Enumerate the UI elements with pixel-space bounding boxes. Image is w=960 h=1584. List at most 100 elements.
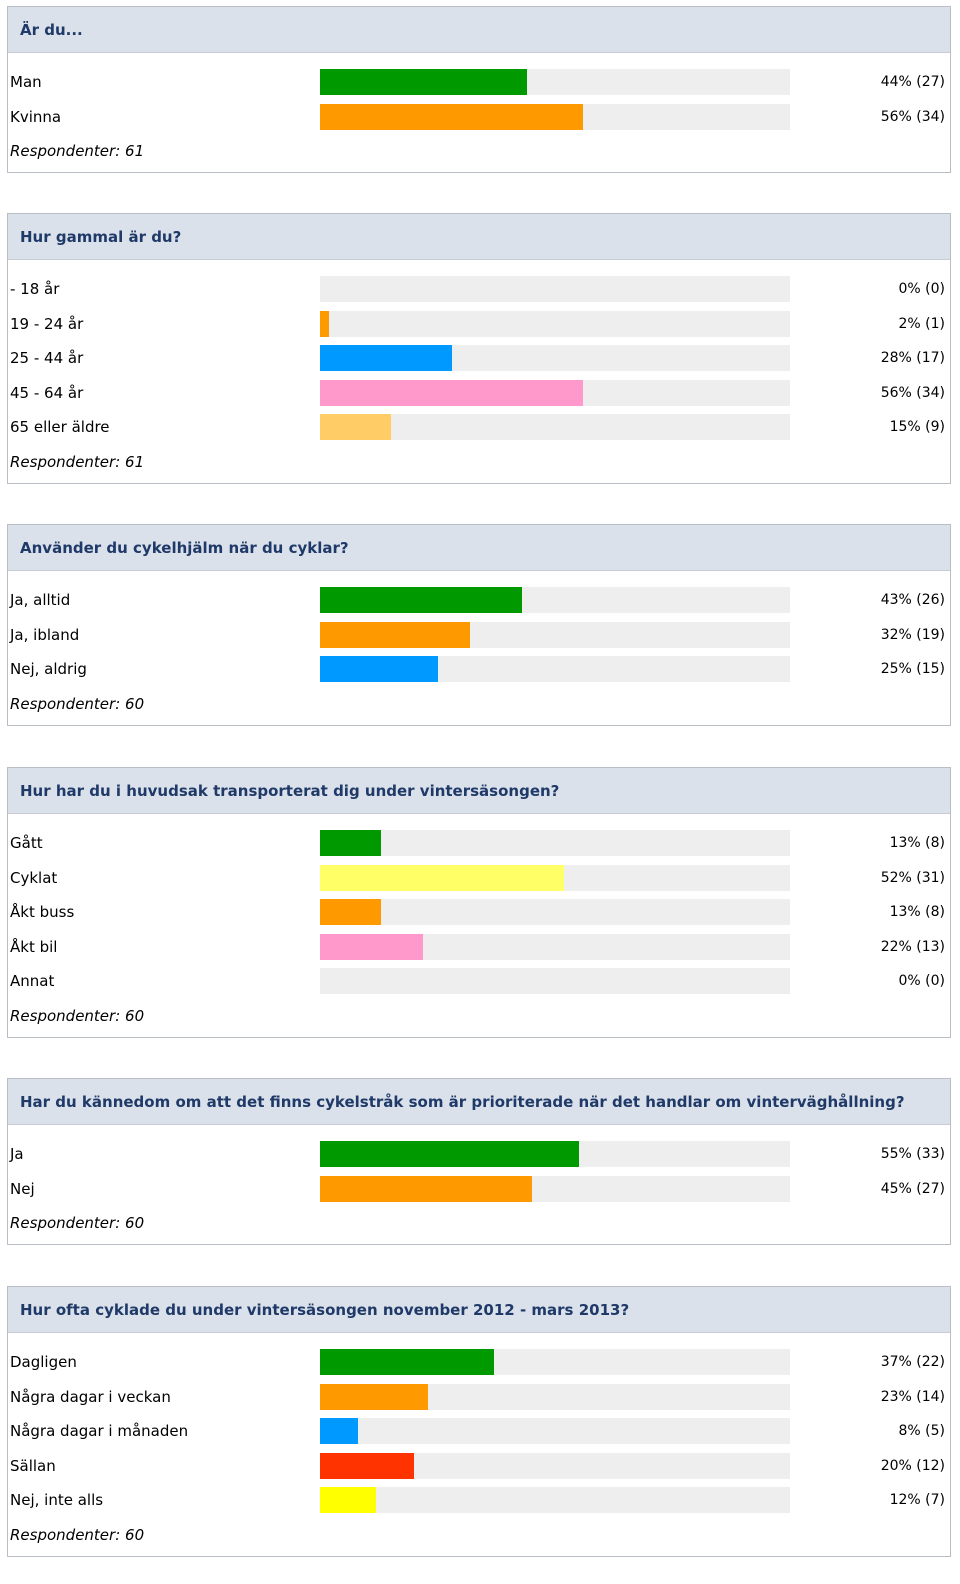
data-label: 8% (5) bbox=[898, 1423, 946, 1440]
data-label: 20% (12) bbox=[880, 1457, 945, 1474]
answer-row: Sällan 20% (12) bbox=[8, 1452, 950, 1479]
answer-row: Ja 55% (33) bbox=[8, 1141, 950, 1167]
bar-track bbox=[320, 830, 790, 856]
bar bbox=[320, 864, 564, 891]
bar bbox=[320, 830, 381, 856]
answer-row: Gått 13% (8) bbox=[8, 830, 950, 856]
bar-track bbox=[320, 276, 790, 302]
bar-track bbox=[320, 899, 790, 926]
question-title: Har du kännedom om att det finns cykelst… bbox=[8, 1079, 950, 1125]
bar bbox=[320, 587, 522, 613]
answer-row: Åkt buss 13% (8) bbox=[8, 899, 950, 926]
bar-track bbox=[320, 1487, 790, 1514]
answer-row: Nej 45% (27) bbox=[8, 1175, 950, 1202]
answer-label: Nej bbox=[10, 1179, 35, 1198]
bar bbox=[320, 1175, 532, 1202]
answer-label: Ja, ibland bbox=[10, 625, 80, 644]
bar bbox=[320, 414, 391, 441]
answer-label: Ja bbox=[10, 1145, 24, 1163]
respondents-count: Respondenter: 60 bbox=[10, 1526, 145, 1544]
answer-label: Några dagar i veckan bbox=[10, 1387, 171, 1406]
answer-row: Cyklat 52% (31) bbox=[8, 864, 950, 891]
data-label: 32% (19) bbox=[880, 626, 945, 643]
answer-row: Några dagar i månaden 8% (5) bbox=[8, 1418, 950, 1445]
respondents-count: Respondenter: 61 bbox=[10, 453, 145, 471]
data-label: 0% (0) bbox=[898, 281, 946, 297]
data-label: 0% (0) bbox=[898, 973, 946, 990]
answer-label: Ja, alltid bbox=[10, 591, 71, 609]
data-label: 56% (34) bbox=[880, 384, 945, 401]
bar bbox=[320, 69, 527, 95]
answer-row: 25 - 44 år 28% (17) bbox=[8, 345, 950, 372]
answer-label: Annat bbox=[10, 972, 55, 991]
data-label: 56% (34) bbox=[880, 108, 945, 125]
question-panel: Har du kännedom om att det finns cykelst… bbox=[7, 1078, 951, 1246]
bar-track bbox=[320, 587, 790, 613]
bar bbox=[320, 103, 583, 130]
bar-track bbox=[320, 103, 790, 130]
answer-label: 45 - 64 år bbox=[10, 383, 84, 402]
data-label: 23% (14) bbox=[880, 1388, 945, 1405]
answer-label: Nej, inte alls bbox=[10, 1491, 104, 1510]
answer-row: 65 eller äldre 15% (9) bbox=[8, 414, 950, 441]
bar-track bbox=[320, 933, 790, 960]
bar bbox=[320, 1349, 494, 1375]
bar bbox=[320, 621, 470, 648]
data-label: 43% (26) bbox=[880, 592, 945, 608]
answer-row: 19 - 24 år 2% (1) bbox=[8, 310, 950, 337]
question-panel: Hur har du i huvudsak transporterat dig … bbox=[7, 767, 951, 1038]
bar bbox=[320, 345, 452, 372]
respondents-count: Respondenter: 61 bbox=[10, 142, 145, 161]
data-label: 37% (22) bbox=[880, 1354, 945, 1370]
bar-track bbox=[320, 1452, 790, 1479]
answer-label: Cyklat bbox=[10, 868, 58, 887]
bar bbox=[320, 1452, 414, 1479]
question-panel: Är du... Man 44% (27) Kvinna 56% (34) Respond… bbox=[7, 6, 951, 174]
question-title: Är du... bbox=[8, 7, 950, 53]
answer-row: Kvinna 56% (34) bbox=[8, 103, 950, 130]
data-label: 12% (7) bbox=[889, 1492, 945, 1509]
bar-track bbox=[320, 621, 790, 648]
answer-label: Sällan bbox=[10, 1456, 56, 1475]
answer-row: Man 44% (27) bbox=[8, 69, 950, 95]
question-title: Hur har du i huvudsak transporterat dig … bbox=[8, 768, 950, 814]
answer-row: 45 - 64 år 56% (34) bbox=[8, 379, 950, 406]
data-label: 13% (8) bbox=[889, 904, 945, 921]
bar bbox=[320, 1383, 428, 1410]
bar-track bbox=[320, 1418, 790, 1445]
answer-label: - 18 år bbox=[10, 280, 60, 298]
bar-track bbox=[320, 1141, 790, 1167]
answer-label: 25 - 44 år bbox=[10, 349, 84, 368]
answer-label: Gått bbox=[10, 834, 43, 852]
answer-label: Kvinna bbox=[10, 107, 62, 126]
data-label: 25% (15) bbox=[880, 661, 945, 678]
answer-row: - 18 år 0% (0) bbox=[8, 276, 950, 302]
answer-label: Några dagar i månaden bbox=[10, 1422, 189, 1441]
answer-label: Dagligen bbox=[10, 1353, 77, 1371]
answer-label: Åkt bil bbox=[10, 937, 58, 956]
bar-track bbox=[320, 1383, 790, 1410]
bar bbox=[320, 1141, 579, 1167]
answer-row: Annat 0% (0) bbox=[8, 968, 950, 995]
respondents-count: Respondenter: 60 bbox=[10, 1214, 145, 1233]
bar-track bbox=[320, 69, 790, 95]
answer-row: Några dagar i veckan 23% (14) bbox=[8, 1383, 950, 1410]
data-label: 45% (27) bbox=[880, 1180, 945, 1197]
bar bbox=[320, 1418, 358, 1445]
question-title: Hur gammal är du? bbox=[8, 214, 950, 260]
bar-track bbox=[320, 310, 790, 337]
respondents-count: Respondenter: 60 bbox=[10, 1007, 145, 1025]
answer-label: Nej, aldrig bbox=[10, 660, 87, 679]
question-title: Använder du cykelhjälm när du cyklar? bbox=[8, 525, 950, 571]
data-label: 15% (9) bbox=[889, 419, 945, 436]
answer-row: Åkt bil 22% (13) bbox=[8, 933, 950, 960]
data-label: 55% (33) bbox=[880, 1146, 945, 1162]
bar-track bbox=[320, 656, 790, 683]
data-label: 52% (31) bbox=[880, 869, 945, 886]
bar-track bbox=[320, 379, 790, 406]
question-panel: Hur gammal är du? - 18 år 0% (0) 19 - 24 år… bbox=[7, 213, 951, 484]
data-label: 22% (13) bbox=[880, 938, 945, 955]
bar-track bbox=[320, 864, 790, 891]
data-label: 2% (1) bbox=[898, 315, 946, 332]
answer-row: Nej, inte alls 12% (7) bbox=[8, 1487, 950, 1514]
